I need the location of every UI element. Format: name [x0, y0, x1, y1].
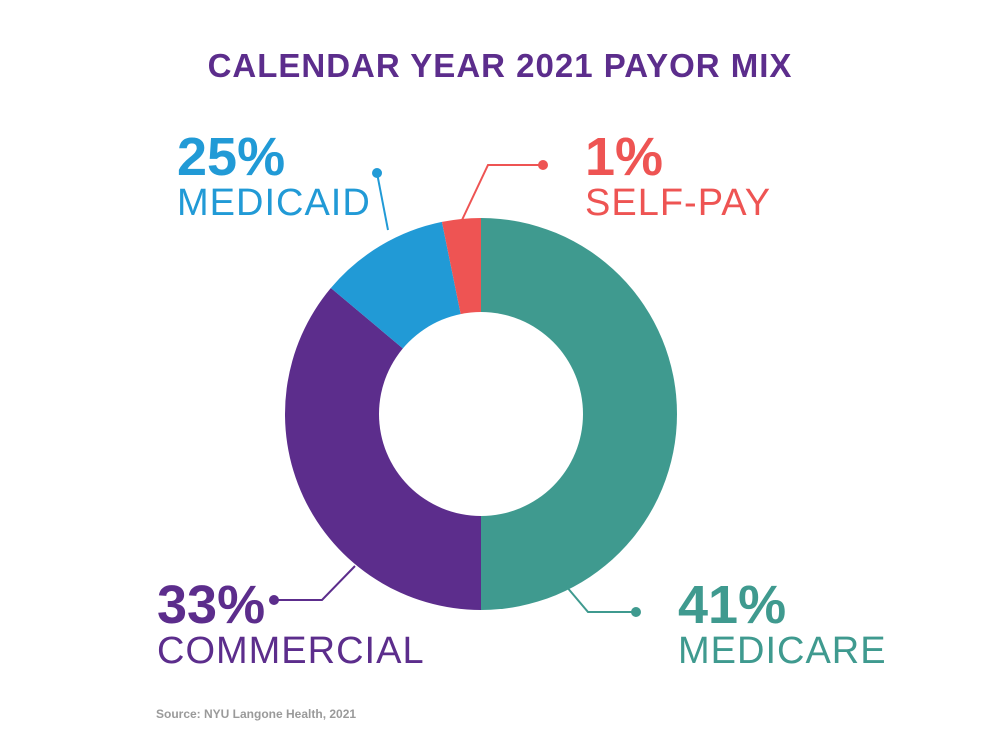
leader-line-medicare [565, 585, 636, 613]
commercial-percent: 33% [157, 575, 266, 635]
medicaid-name: MEDICAID [177, 182, 371, 224]
leader-dot-commercial [269, 595, 279, 605]
selfpay-name: SELF-PAY [585, 182, 772, 224]
medicaid-label: 25% MEDICAID [177, 130, 371, 222]
medicare-percent: 41% [678, 575, 787, 635]
leader-dot-medicare [631, 607, 641, 617]
leader-line-commercial [274, 565, 356, 601]
medicaid-percent: 25% [177, 127, 286, 187]
leader-line-selfpay [461, 164, 543, 221]
medicare-name: MEDICARE [678, 630, 887, 672]
commercial-name: COMMERCIAL [157, 630, 425, 672]
leader-dot-selfpay [538, 160, 548, 170]
selfpay-label: 1% SELF-PAY [585, 130, 771, 222]
commercial-label: 33% COMMERCIAL [157, 578, 425, 670]
slice-commercial [285, 288, 481, 610]
chart-title: CALENDAR YEAR 2021 PAYOR MIX [207, 47, 793, 84]
leader-line-medicaid [376, 172, 389, 231]
leader-dot-medicaid [372, 168, 382, 178]
medicare-label: 41% MEDICARE [678, 578, 887, 670]
selfpay-percent: 1% [585, 127, 664, 187]
source-note: Source: NYU Langone Health, 2021 [156, 707, 357, 721]
donut-hole [379, 312, 583, 516]
